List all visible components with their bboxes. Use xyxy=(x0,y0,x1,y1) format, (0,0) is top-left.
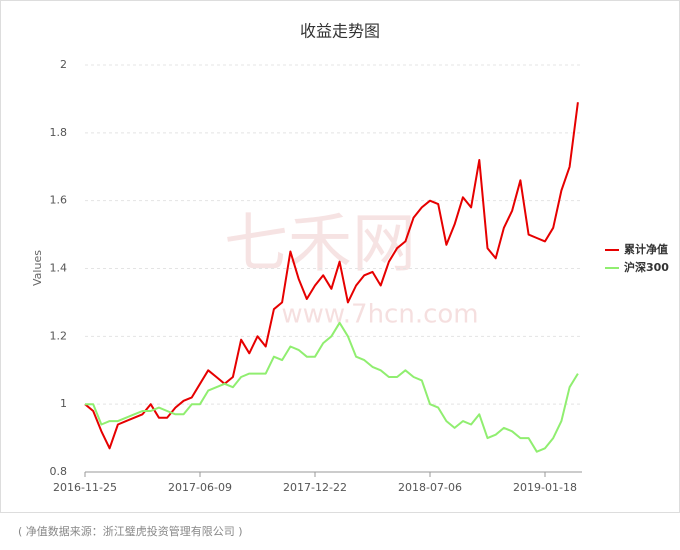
legend-label: 累计净值 xyxy=(624,242,668,256)
series-line xyxy=(85,321,579,453)
watermark: 七禾网 xyxy=(224,208,416,282)
watermark: www.7hcn.com xyxy=(281,300,478,330)
y-tick-label: 2 xyxy=(60,58,67,71)
x-tick-label: 2017-06-09 xyxy=(168,481,232,494)
y-tick-label: 1 xyxy=(60,397,67,410)
y-tick-label: 0.8 xyxy=(50,465,68,478)
x-tick-label: 2018-07-06 xyxy=(398,481,462,494)
footnote: ( 净值数据来源：浙江璧虎投资管理有限公司 ) xyxy=(18,524,243,538)
x-tick-label: 2017-12-22 xyxy=(283,481,347,494)
x-tick-label: 2019-01-18 xyxy=(513,481,577,494)
x-tick-label: 2016-11-25 xyxy=(53,481,117,494)
series-line xyxy=(84,102,579,450)
y-tick-label: 1.6 xyxy=(50,194,68,207)
y-tick-label: 1.4 xyxy=(50,262,68,275)
chart-frame xyxy=(0,0,680,513)
y-tick-label: 1.2 xyxy=(50,329,68,342)
chart-title: 收益走势图 xyxy=(300,22,380,41)
legend-label: 沪深300 xyxy=(624,260,669,274)
y-axis-label: Values xyxy=(31,250,44,286)
y-tick-label: 1.8 xyxy=(50,126,68,139)
